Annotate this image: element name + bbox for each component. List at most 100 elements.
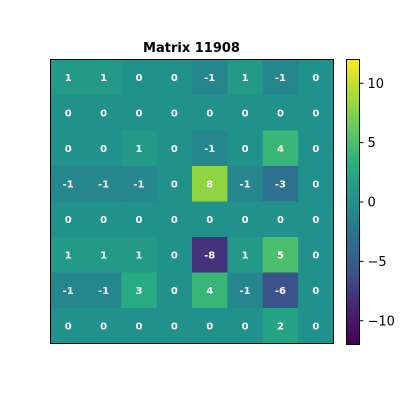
cell-value-label: 0 [171,73,178,84]
heatmap-cell [50,272,87,309]
heatmap-cell [192,59,228,96]
cell-value-label: 0 [135,108,142,119]
cell-value-label: 0 [312,108,319,119]
cell-value-label: -6 [275,286,286,297]
heatmap-cell [85,237,122,273]
cell-value-label: -1 [204,73,215,84]
heatmap-cells: 1 1 0 0 -1 1 -1 0 0 0 0 0 0 0 0 0 0 0 1 0 -1 0 4 0 -1 -1 -1 0 8 -1 -3 0… [50,59,334,344]
cell-value-label: -1 [204,144,215,155]
heatmap-cell [121,130,158,167]
heatmap-cell [85,308,122,344]
heatmap-cell [85,95,122,131]
cell-value-label: 0 [242,144,249,155]
heatmap-cell [262,201,299,238]
cell-value-label: -1 [240,286,251,297]
cell-value-label: 0 [171,215,178,226]
cell-value-label: 4 [277,144,284,155]
cell-value-label: 1 [242,250,249,261]
heatmap-cell [192,237,228,273]
cell-value-label: 1 [100,73,107,84]
cell-value-label: 0 [312,286,319,297]
cell-value-label: 0 [171,108,178,119]
heatmap-cell [121,95,158,131]
heatmap-cell [121,166,158,202]
cell-value-label: 0 [171,321,178,332]
heatmap-cell [156,95,193,131]
heatmap-cell [192,95,228,131]
cell-value-label: 0 [100,321,107,332]
heatmap-cell [262,237,299,273]
heatmap-cell [156,201,193,238]
heatmap-cell [262,95,299,131]
heatmap-cell [227,130,264,167]
cell-value-label: 3 [135,286,142,297]
cell-value-label: -8 [204,250,215,261]
heatmap-cell [50,308,87,344]
cell-value-label: 0 [206,215,213,226]
heatmap-cell [121,272,158,309]
cell-value-label: 0 [171,179,178,190]
heatmap-cell [156,237,193,273]
cell-value-label: 0 [100,144,107,155]
cell-value-label: 5 [277,250,284,261]
cell-value-label: 1 [65,250,72,261]
cell-value-label: -1 [63,179,74,190]
cell-value-label: 0 [100,215,107,226]
heatmap-cell [192,308,228,344]
heatmap-cell [156,130,193,167]
cell-value-label: 0 [171,144,178,155]
cell-value-label: 1 [135,250,142,261]
cell-value-label: 0 [277,215,284,226]
heatmap-cell [85,201,122,238]
cell-value-label: 0 [135,73,142,84]
cell-value-label: 0 [312,215,319,226]
cell-value-label: 8 [206,179,213,190]
heatmap-cell [85,59,122,96]
cell-value-label: 1 [100,250,107,261]
heatmap-cell [85,130,122,167]
cell-value-label: -1 [98,286,109,297]
heatmap-cell [262,166,299,202]
cell-value-label: 0 [206,321,213,332]
heatmap-cell [298,59,334,96]
cell-value-label: 0 [65,321,72,332]
cell-value-label: 0 [65,108,72,119]
heatmap-cell [156,308,193,344]
heatmap-cell [298,272,334,309]
cell-value-label: 0 [242,108,249,119]
cell-value-label: 0 [135,215,142,226]
heatmap-cell [298,95,334,131]
heatmap-cell [227,201,264,238]
heatmap-cell [262,308,299,344]
colorbar-tick-label: 10 [368,77,385,92]
heatmap-cell [192,272,228,309]
heatmap-cell [227,272,264,309]
cell-value-label: 0 [242,321,249,332]
heatmap-cell [298,130,334,167]
cell-value-label: 0 [312,73,319,84]
cell-value-label: 0 [312,250,319,261]
heatmap-cell [262,272,299,309]
heatmap-cell [298,166,334,202]
cell-value-label: -1 [133,179,144,190]
cell-value-label: -1 [98,179,109,190]
heatmap-cell [262,130,299,167]
cell-value-label: 0 [135,321,142,332]
heatmap-cell [50,130,87,167]
heatmap-cell [227,237,264,273]
colorbar-ticks: 10 5 0 −5 −10 [359,77,395,329]
cell-value-label: -1 [240,179,251,190]
heatmap-cell [227,308,264,344]
heatmap-cell [50,95,87,131]
cell-value-label: 0 [242,215,249,226]
heatmap-cell [262,59,299,96]
cell-value-label: 0 [171,286,178,297]
heatmap-cell [192,166,228,202]
colorbar-tick-label: 0 [368,196,376,211]
chart-title: Matrix 11908 [143,41,240,56]
heatmap-cell [298,201,334,238]
heatmap-cell [227,166,264,202]
heatmap-cell [50,237,87,273]
cell-value-label: 0 [171,250,178,261]
colorbar-tick-label: −10 [368,314,395,329]
